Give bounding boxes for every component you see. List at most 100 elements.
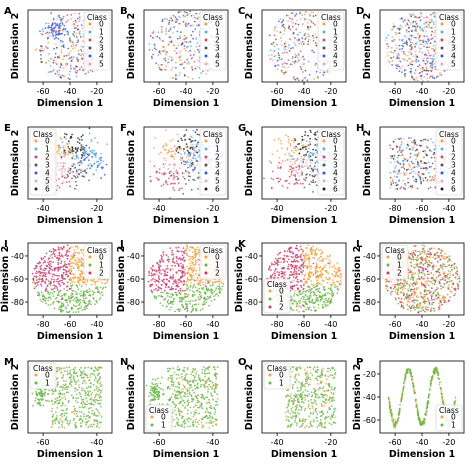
scatter-point: [308, 154, 311, 156]
scatter-point: [409, 152, 412, 155]
scatter-point: [310, 288, 312, 291]
scatter-point: [393, 154, 396, 157]
scatter-point: [304, 290, 307, 293]
scatter-point: [185, 143, 188, 146]
scatter-point: [431, 176, 434, 179]
scatter-point: [175, 293, 178, 295]
scatter-point: [162, 251, 165, 254]
scatter-point: [168, 295, 171, 298]
scatter-point: [67, 140, 70, 143]
scatter-point: [64, 299, 67, 302]
scatter-point: [59, 258, 61, 260]
scatter-point: [192, 30, 194, 33]
scatter-point: [401, 57, 404, 60]
scatter-point: [184, 49, 187, 52]
scatter-point: [162, 291, 164, 294]
scatter-point: [182, 284, 185, 286]
scatter-point: [64, 170, 66, 173]
scatter-point: [173, 262, 176, 264]
scatter-point: [59, 162, 62, 165]
scatter-point: [86, 155, 89, 158]
scatter-point: [155, 269, 158, 272]
scatter-point: [86, 307, 88, 310]
scatter-point: [166, 152, 169, 155]
scatter-point: [176, 172, 179, 175]
scatter-point: [175, 150, 178, 152]
scatter-point: [182, 270, 185, 273]
scatter-point: [277, 276, 279, 279]
scatter-point: [427, 57, 430, 60]
scatter-point: [67, 296, 70, 299]
scatter-point: [419, 19, 422, 22]
scatter-point: [152, 277, 155, 280]
scatter-point: [421, 29, 424, 32]
scatter-point: [276, 30, 279, 33]
scatter-point: [415, 158, 417, 161]
scatter-point: [294, 61, 296, 63]
scatter-point: [395, 171, 398, 174]
scatter-point: [179, 72, 181, 75]
scatter-point: [196, 151, 199, 154]
scatter-point: [315, 294, 318, 297]
scatter-point: [413, 72, 416, 74]
scatter-point: [304, 69, 307, 72]
scatter-point: [325, 71, 328, 73]
scatter-point: [172, 276, 175, 279]
scatter-point: [192, 266, 195, 269]
scatter-point: [175, 52, 178, 54]
scatter-point: [187, 154, 190, 157]
scatter-point: [300, 306, 302, 309]
scatter-point: [412, 55, 415, 58]
scatter-point: [194, 67, 197, 70]
scatter-point: [314, 33, 317, 36]
scatter-point: [397, 32, 400, 34]
scatter-point: [221, 285, 224, 288]
scatter-point: [197, 59, 200, 62]
scatter-point: [389, 51, 392, 53]
scatter-point: [48, 53, 50, 55]
scatter-point: [77, 49, 80, 52]
scatter-point: [69, 260, 71, 263]
scatter-point: [310, 181, 313, 183]
scatter-point: [293, 268, 296, 271]
scatter-point: [417, 163, 420, 166]
scatter-point: [81, 251, 83, 254]
scatter-point: [291, 56, 294, 58]
scatter-point: [76, 155, 78, 158]
scatter-point: [154, 137, 157, 139]
scatter-point: [150, 284, 153, 286]
scatter-point: [82, 153, 85, 156]
scatter-point: [44, 275, 47, 278]
scatter-point: [72, 277, 75, 280]
scatter-point: [299, 289, 302, 292]
scatter-point: [319, 266, 322, 269]
scatter-point: [416, 55, 418, 58]
scatter-point: [61, 274, 63, 276]
scatter-point: [389, 186, 392, 189]
scatter-point: [395, 55, 398, 57]
scatter-point: [98, 298, 101, 301]
scatter-point: [416, 79, 419, 82]
scatter-point: [291, 60, 294, 63]
scatter-point: [79, 168, 82, 171]
scatter-point: [184, 15, 187, 18]
scatter-point: [187, 179, 190, 182]
scatter-point: [209, 284, 212, 287]
scatter-point: [280, 261, 282, 264]
scatter-point: [178, 167, 181, 170]
scatter-point: [172, 268, 175, 271]
scatter-point: [54, 297, 57, 300]
scatter-point: [179, 59, 182, 62]
scatter-point: [310, 11, 313, 13]
scatter-point: [307, 286, 309, 288]
legend-label: 3: [45, 161, 50, 170]
scatter-point: [201, 307, 204, 310]
scatter-point: [422, 150, 424, 153]
scatter-point: [177, 263, 180, 266]
scatter-point: [287, 59, 290, 61]
scatter-point: [414, 25, 416, 28]
y-axis-title: Dimension 2: [10, 130, 21, 196]
